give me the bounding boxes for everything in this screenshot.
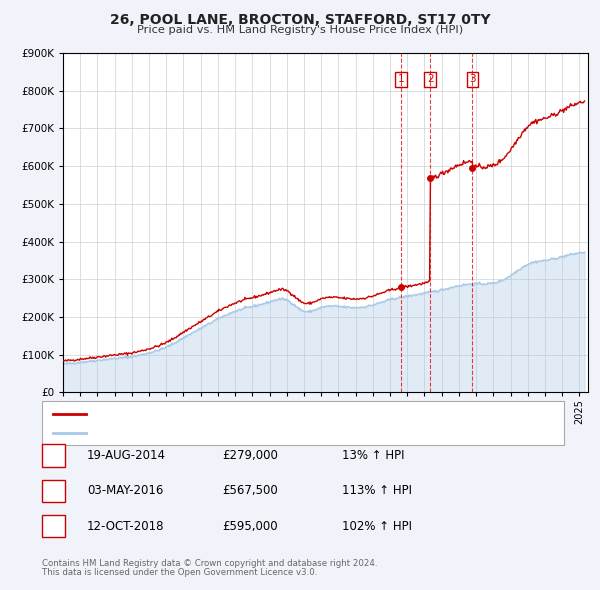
Text: Contains HM Land Registry data © Crown copyright and database right 2024.: Contains HM Land Registry data © Crown c… [42, 559, 377, 568]
Text: This data is licensed under the Open Government Licence v3.0.: This data is licensed under the Open Gov… [42, 568, 317, 577]
Text: 3: 3 [50, 522, 57, 531]
Text: £279,000: £279,000 [222, 449, 278, 462]
Text: £567,500: £567,500 [222, 484, 278, 497]
Text: Price paid vs. HM Land Registry's House Price Index (HPI): Price paid vs. HM Land Registry's House … [137, 25, 463, 35]
Text: 12-OCT-2018: 12-OCT-2018 [87, 520, 164, 533]
Text: HPI: Average price, detached house, Stafford: HPI: Average price, detached house, Staf… [93, 428, 328, 438]
Text: 102% ↑ HPI: 102% ↑ HPI [342, 520, 412, 533]
Text: 26, POOL LANE, BROCTON, STAFFORD, ST17 0TY: 26, POOL LANE, BROCTON, STAFFORD, ST17 0… [110, 13, 490, 27]
Text: 1: 1 [398, 74, 404, 84]
Text: 1: 1 [50, 451, 57, 460]
Text: £595,000: £595,000 [222, 520, 278, 533]
Text: 26, POOL LANE, BROCTON, STAFFORD, ST17 0TY (detached house): 26, POOL LANE, BROCTON, STAFFORD, ST17 0… [93, 409, 442, 418]
Text: 13% ↑ HPI: 13% ↑ HPI [342, 449, 404, 462]
Text: 2: 2 [427, 74, 434, 84]
Text: 19-AUG-2014: 19-AUG-2014 [87, 449, 166, 462]
Text: 3: 3 [469, 74, 476, 84]
Text: 03-MAY-2016: 03-MAY-2016 [87, 484, 163, 497]
Text: 113% ↑ HPI: 113% ↑ HPI [342, 484, 412, 497]
Text: 2: 2 [50, 486, 57, 496]
